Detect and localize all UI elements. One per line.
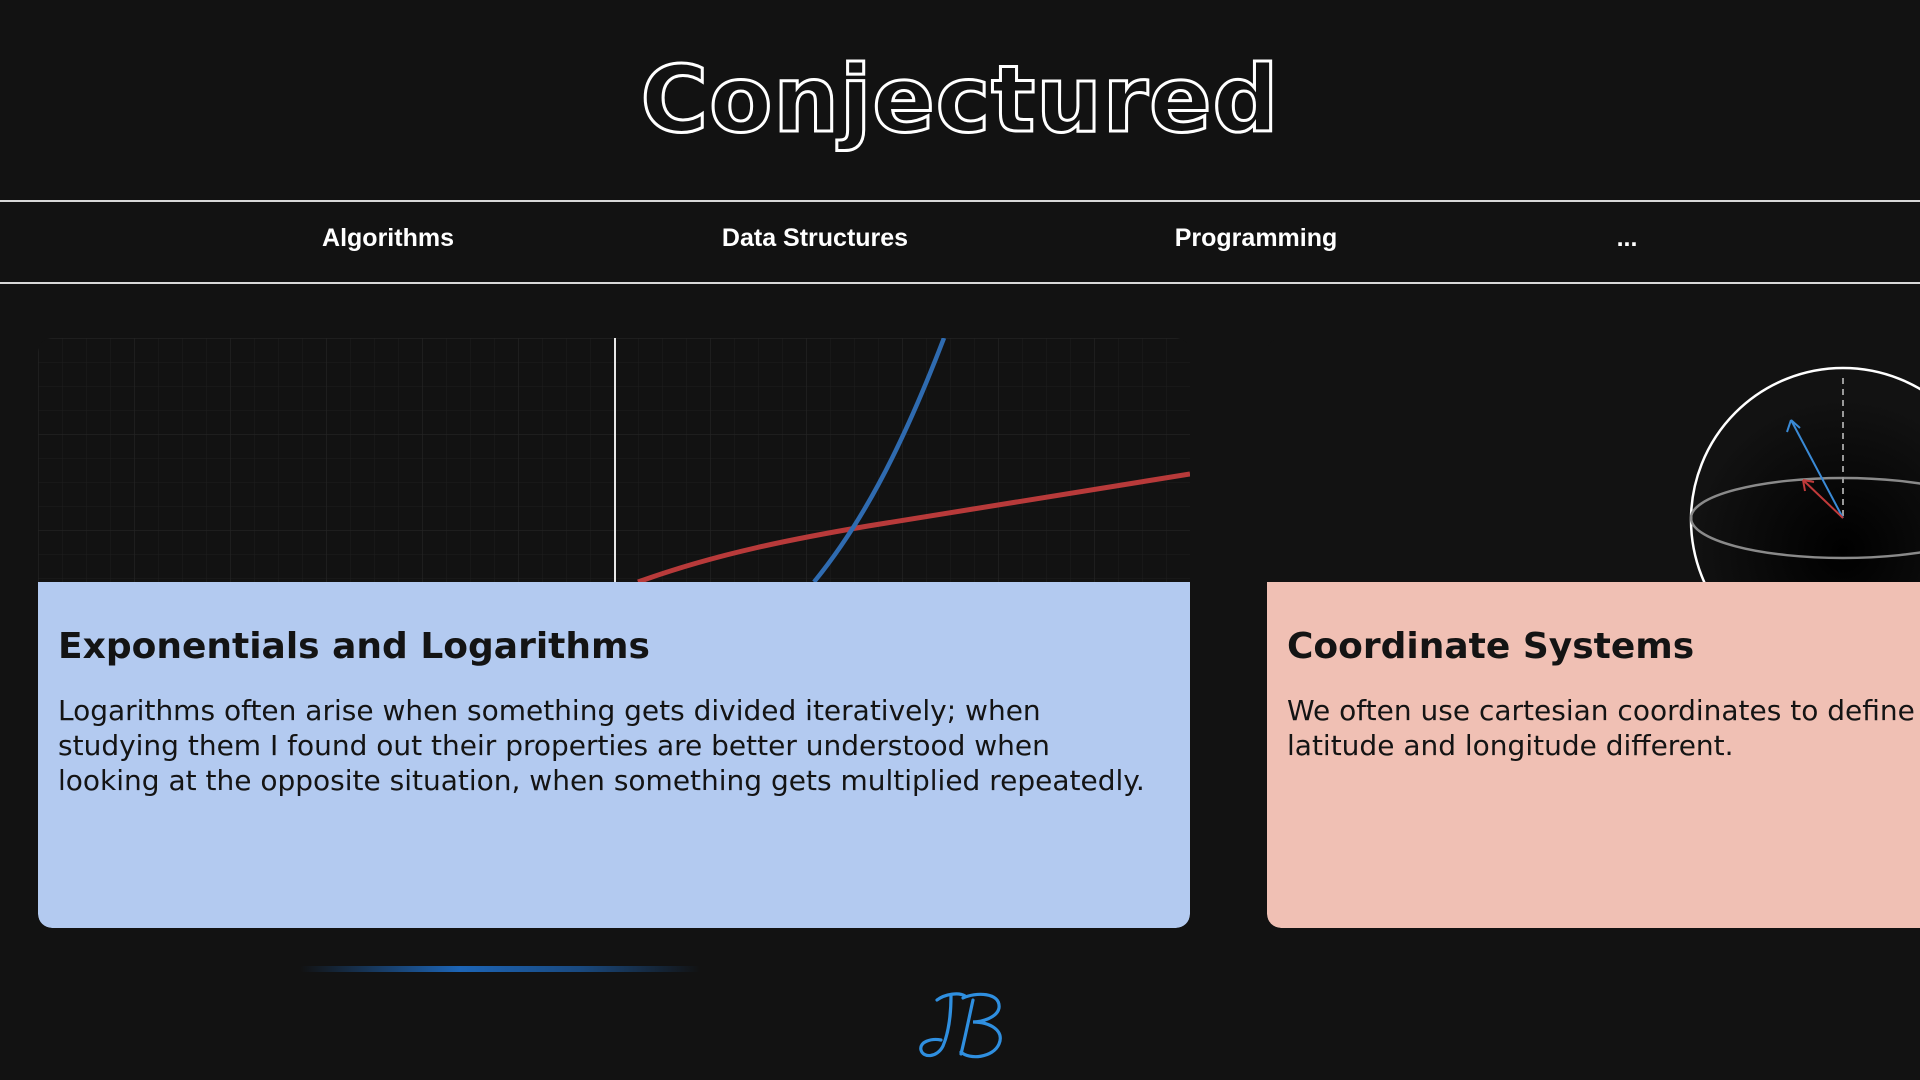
position-vector bbox=[1790, 419, 1844, 519]
site-title[interactable]: Conjectured bbox=[639, 45, 1280, 155]
card-exponentials[interactable]: Exponentials and Logarithms Logarithms o… bbox=[38, 338, 1190, 928]
card-title[interactable]: Exponentials and Logarithms bbox=[58, 626, 650, 667]
nav-item-programming[interactable]: Programming bbox=[1174, 224, 1338, 252]
nav-item-data-structures[interactable]: Data Structures bbox=[721, 224, 909, 252]
card-description: Logarithms often arise when something ge… bbox=[58, 694, 1145, 797]
card-body: Coordinate Systems We often use cartesia… bbox=[1267, 582, 1920, 928]
exp-log-graph bbox=[38, 338, 1190, 585]
card-coordinate-systems[interactable]: Coordinate Systems We often use cartesia… bbox=[1267, 338, 1920, 928]
jb-monogram-icon[interactable] bbox=[915, 988, 1005, 1062]
projection-vector bbox=[1802, 479, 1844, 519]
log-curve bbox=[637, 471, 1190, 585]
exp-curve bbox=[812, 338, 947, 584]
sphere-diagram bbox=[1689, 366, 1920, 674]
card-illustration-sphere bbox=[1267, 338, 1920, 674]
main-nav: Algorithms Data Structures Programming .… bbox=[0, 200, 1920, 284]
card-body: Exponentials and Logarithms Logarithms o… bbox=[38, 582, 1190, 928]
card-title[interactable]: Coordinate Systems bbox=[1287, 626, 1695, 667]
scroll-indicator bbox=[300, 966, 700, 972]
sphere-outline bbox=[1689, 366, 1920, 674]
nav-item-algorithms[interactable]: Algorithms bbox=[322, 224, 454, 252]
card-illustration-graph bbox=[38, 338, 1190, 585]
card-description: We often use cartesian coordinates to de… bbox=[1287, 694, 1920, 762]
nav-item-more[interactable]: ... bbox=[1616, 224, 1638, 252]
